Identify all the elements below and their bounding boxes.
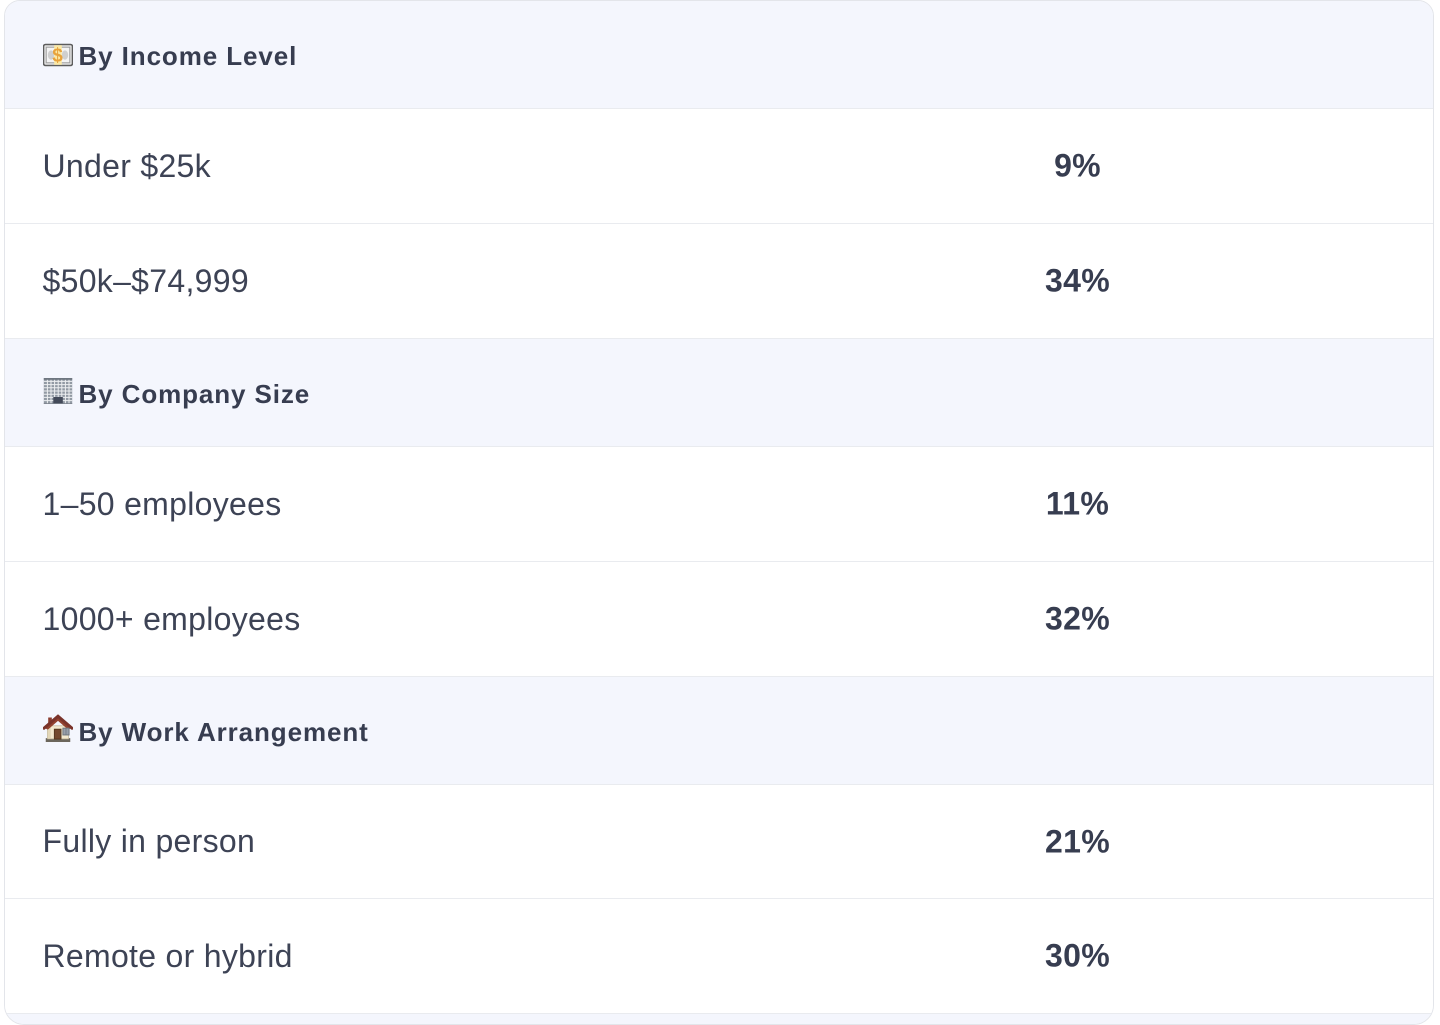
- svg-text:$: $: [52, 45, 63, 66]
